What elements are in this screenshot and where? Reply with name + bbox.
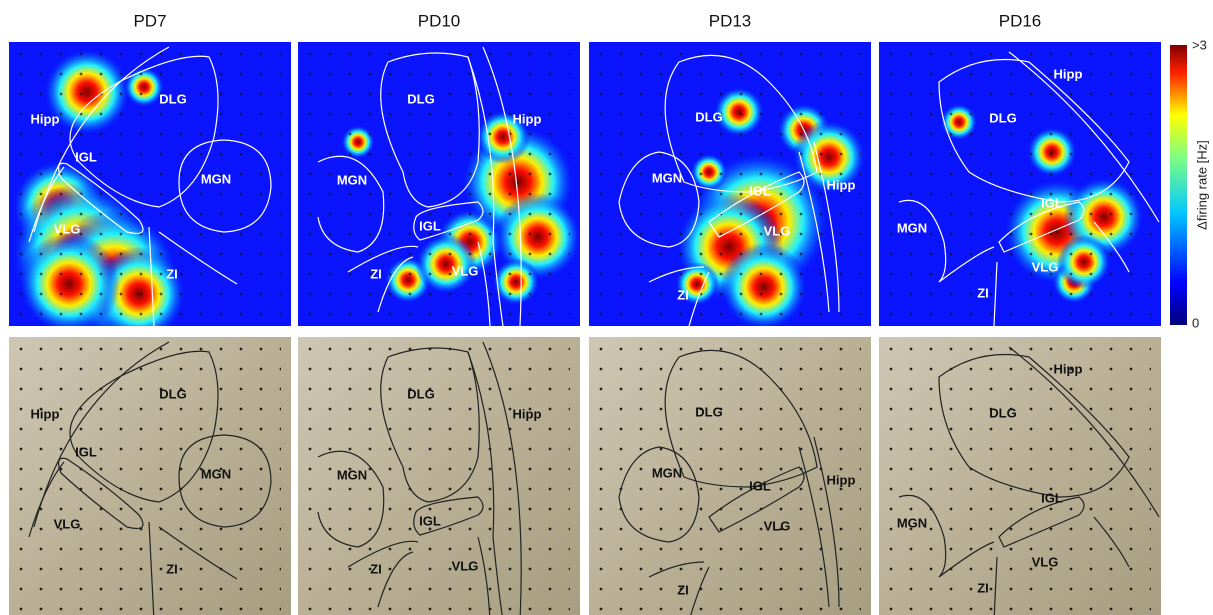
region-label: IGL: [75, 444, 97, 459]
electrode-grid: [599, 50, 861, 318]
region-label: DLG: [989, 405, 1016, 420]
region-label: MGN: [652, 465, 682, 480]
region-label: ZI: [370, 266, 382, 281]
region-label: MGN: [897, 515, 927, 530]
region-label: IGL: [75, 149, 97, 164]
region-label: VLG: [54, 516, 81, 531]
region-label: Hipp: [1054, 66, 1083, 81]
colorbar-max: >3: [1192, 37, 1207, 52]
tissue-panel: DLG Hipp MGN IGL VLG ZI: [298, 337, 580, 615]
region-label: IGL: [749, 478, 771, 493]
heatmap-panel: DLG Hipp MGN IGL VLG ZI: [298, 42, 582, 326]
heatmap-panel: DLG Hipp MGN IGL VLG ZI: [589, 42, 871, 331]
region-label: VLG: [1032, 554, 1059, 569]
region-label: VLG: [54, 221, 81, 236]
colorbar-min: 0: [1192, 315, 1199, 330]
region-label: IGL: [1041, 490, 1063, 505]
region-label: MGN: [337, 467, 367, 482]
region-label: DLG: [695, 109, 722, 124]
region-label: MGN: [337, 172, 367, 187]
region-label: DLG: [159, 91, 186, 106]
region-label: DLG: [407, 386, 434, 401]
region-label: ZI: [977, 580, 989, 595]
tissue-panel: Hipp DLG IGL MGN VLG ZI: [9, 337, 291, 615]
region-label: VLG: [1032, 259, 1059, 274]
region-label: ZI: [166, 561, 178, 576]
electrode-grid: [599, 345, 861, 613]
region-label: DLG: [159, 386, 186, 401]
region-label: ZI: [977, 285, 989, 300]
region-label: MGN: [201, 466, 231, 481]
figure: >3 0 Δfiring rate [Hz] PD7 Hipp DLG IGL MGN V…: [0, 0, 1213, 615]
colorbar-label: Δfiring rate [Hz]: [1194, 140, 1209, 230]
column-title: PD7: [133, 11, 166, 30]
region-label: VLG: [764, 223, 791, 238]
region-label: ZI: [677, 582, 689, 597]
region-label: DLG: [695, 404, 722, 419]
region-label: MGN: [897, 220, 927, 235]
region-label: Hipp: [31, 406, 60, 421]
region-label: ZI: [370, 561, 382, 576]
heatmap-panel: Hipp DLG IGL MGN VLG ZI: [9, 42, 291, 342]
electrode-grid: [19, 50, 281, 318]
region-label: Hipp: [827, 472, 856, 487]
region-label: Hipp: [827, 177, 856, 192]
region-label: Hipp: [1054, 361, 1083, 376]
column-title: PD10: [418, 11, 461, 30]
region-label: MGN: [652, 170, 682, 185]
column-title: PD13: [709, 11, 752, 30]
region-label: IGL: [1041, 195, 1063, 210]
region-label: ZI: [166, 266, 178, 281]
region-label: IGL: [419, 218, 441, 233]
colorbar: [1170, 45, 1187, 325]
region-label: VLG: [452, 558, 479, 573]
region-label: VLG: [764, 518, 791, 533]
region-label: Hipp: [31, 111, 60, 126]
region-label: MGN: [201, 171, 231, 186]
region-label: IGL: [749, 183, 771, 198]
region-label: VLG: [452, 263, 479, 278]
heatmap-panel: Hipp DLG MGN IGL VLG ZI: [879, 42, 1161, 326]
electrode-grid: [19, 345, 281, 613]
region-label: IGL: [419, 513, 441, 528]
region-label: Hipp: [513, 406, 542, 421]
region-label: DLG: [989, 110, 1016, 125]
region-label: Hipp: [513, 111, 542, 126]
region-label: ZI: [677, 287, 689, 302]
region-label: DLG: [407, 91, 434, 106]
tissue-panel: DLG Hipp MGN IGL VLG ZI: [589, 337, 871, 615]
tissue-panel: Hipp DLG MGN IGL VLG ZI: [879, 337, 1161, 615]
column-title: PD16: [999, 11, 1042, 30]
